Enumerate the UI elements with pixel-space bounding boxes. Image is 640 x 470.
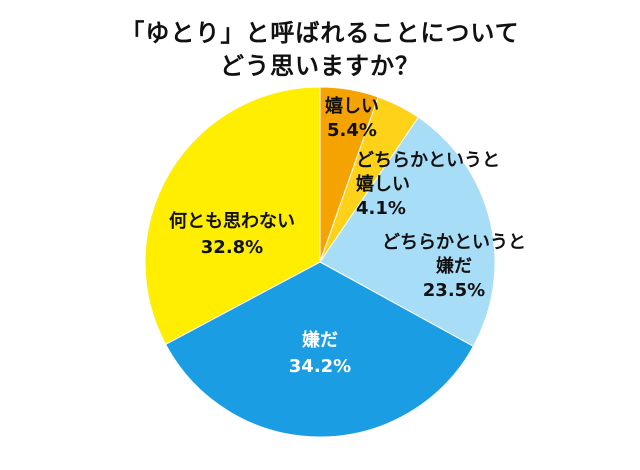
slice-label-5-line-2: 32.8% xyxy=(201,237,263,258)
slice-label-2: どちらかというと嬉しい 4.1% xyxy=(356,150,500,219)
slice-label-5-line-1: 何とも思わない xyxy=(169,210,295,232)
slice-label-3-line-1: どちらかというと xyxy=(382,232,526,253)
pie-slice-3 xyxy=(319,116,496,347)
slice-label-1-line-2: 5.4% xyxy=(327,120,377,141)
pie-slices xyxy=(144,86,496,438)
slice-label-3: どちらかというと嫌だ 23.5% xyxy=(382,232,526,301)
pie-slice-5 xyxy=(144,86,321,346)
slice-label-2-line-3: 4.1% xyxy=(356,198,406,219)
slice-label-3-line-3: 23.5% xyxy=(423,280,485,301)
slice-label-5: 何とも思わない 32.8% xyxy=(169,210,295,258)
slice-label-2-line-2: 嬉しい xyxy=(356,173,410,195)
chart-title-line-2: どう思いますか？ xyxy=(220,52,420,80)
slice-label-4: 嫌だ 34.2% xyxy=(289,329,351,377)
slice-label-4-line-1: 嫌だ xyxy=(302,329,338,351)
slice-label-4-line-2: 34.2% xyxy=(289,356,351,377)
pie-slice-4 xyxy=(164,261,475,438)
slice-label-1: 嬉しい 5.4% xyxy=(325,95,379,141)
slice-label-1-line-1: 嬉しい xyxy=(325,95,379,117)
slice-labels: 嬉しい 5.4%どちらかというと嬉しい 4.1%どちらかというと嫌だ 23.5%嫌だ 3… xyxy=(169,95,526,377)
slice-label-3-line-2: 嫌だ xyxy=(436,255,472,277)
chart-title-line-1: 「ゆとり」と呼ばれることについて xyxy=(120,19,520,47)
slice-label-2-line-1: どちらかというと xyxy=(356,150,500,171)
